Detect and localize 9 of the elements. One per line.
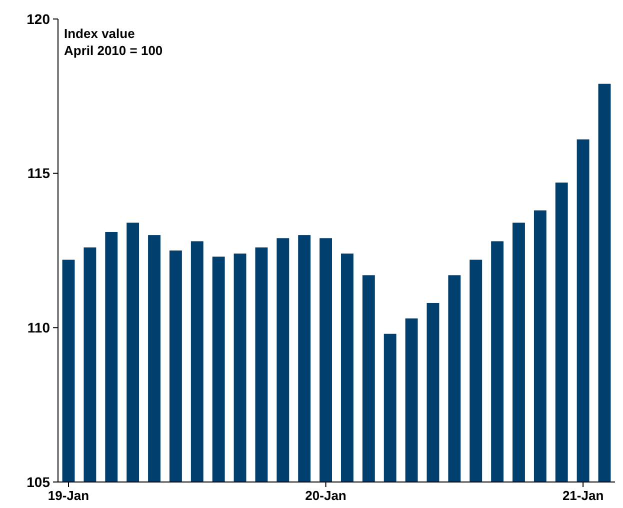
x-tick-label: 19-Jan	[48, 488, 90, 503]
text: Index value	[64, 26, 135, 41]
y-tick-label: 105	[26, 474, 50, 490]
x-tick-label: 21-Jan	[562, 488, 604, 503]
y-tick-label: 110	[27, 320, 50, 336]
y-tick-label: 120	[26, 10, 50, 27]
text: April 2010 = 100	[64, 43, 163, 58]
x-tick-label: 20-Jan	[305, 488, 346, 503]
y-tick-label: 115	[27, 165, 50, 182]
